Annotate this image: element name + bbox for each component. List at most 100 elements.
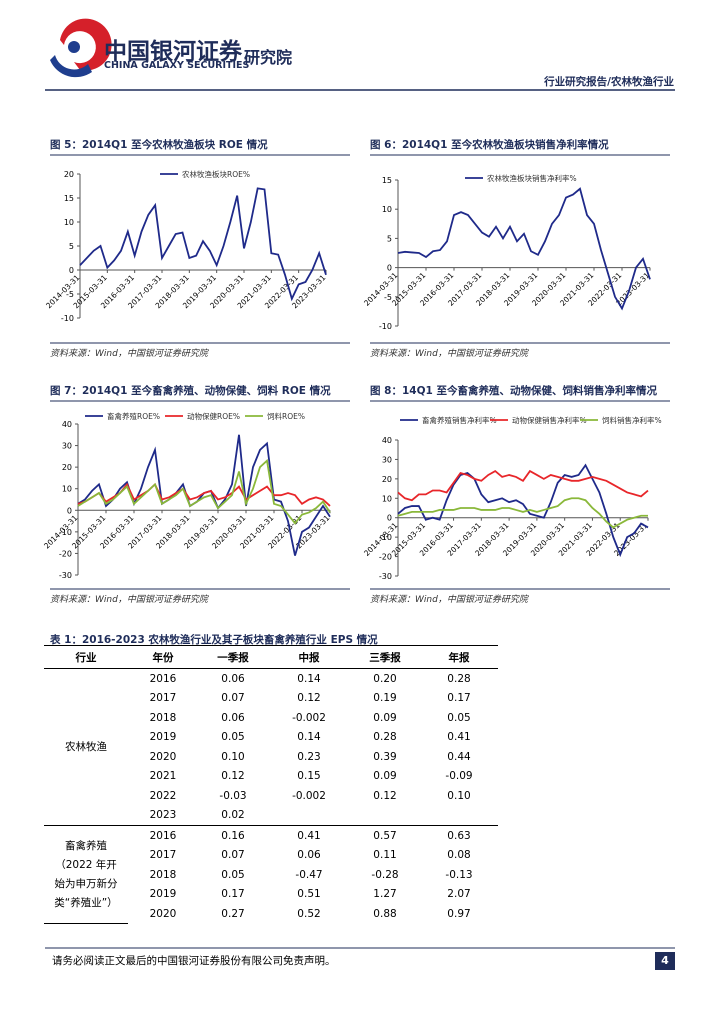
legend-label: 动物保健销售净利率%	[512, 415, 587, 425]
table-cell: 1.27	[373, 888, 397, 901]
y-tick-label: 10	[382, 205, 392, 214]
column-header: 中报	[268, 645, 350, 669]
table-cell: 0.05	[221, 868, 245, 881]
series-line	[79, 187, 327, 302]
table-row: 2023 0.02	[44, 805, 498, 826]
series-line	[397, 469, 649, 502]
legend-label: 饲料ROE%	[267, 411, 305, 421]
column-header: 行业	[44, 645, 128, 669]
figure-title: 图 7：2014Q1 至今畜禽养殖、动物保健、饲料 ROE 情况	[50, 385, 331, 397]
table-cell: 0.28	[447, 672, 471, 685]
table-cell: 2016	[149, 829, 177, 842]
table-cell: 0.11	[373, 849, 397, 862]
table-cell: 2019	[149, 731, 177, 744]
y-tick-label: 0	[387, 264, 392, 273]
legend-label: 农林牧渔板块销售净利率%	[487, 173, 577, 183]
table-cell: 0.12	[297, 692, 321, 705]
y-tick-label: 5	[387, 234, 392, 243]
table-cell: 2020	[149, 750, 177, 763]
table-row: 2021 0.12 0.15 0.09 -0.09	[44, 767, 498, 787]
table-cell: 0.08	[447, 849, 471, 862]
table-cell: 0.57	[373, 829, 397, 842]
table-cell: 0.14	[297, 672, 321, 685]
y-tick-label: 10	[62, 485, 72, 494]
table-cell: 0.17	[447, 692, 471, 705]
y-tick-label: -20	[59, 549, 72, 558]
table-cell: 0.10	[221, 750, 245, 763]
table-cell: 0.41	[447, 731, 471, 744]
disclaimer: 请务必阅读正文最后的中国银河证券股份有限公司免责声明。	[52, 955, 336, 967]
table-cell: 0.63	[447, 829, 471, 842]
table-cell	[350, 805, 420, 826]
eps-table: 行业 年份 一季报 中报 三季报 年报 农林牧渔 2016 0.06 0.14 0.20 0.28 20…	[44, 645, 498, 924]
table-cell: -0.002	[292, 789, 326, 802]
y-tick-label: -10	[379, 322, 392, 331]
table-cell: 0.07	[221, 692, 245, 705]
y-tick-label: 15	[382, 176, 392, 185]
report-type: 行业研究报告/农林牧渔行业	[544, 76, 674, 88]
y-tick-label: -20	[379, 553, 392, 562]
table-row: 2020 0.27 0.52 0.88 0.97	[44, 904, 498, 924]
table-cell: 0.51	[297, 888, 321, 901]
logo	[50, 18, 112, 78]
y-tick-label: -10	[61, 314, 74, 323]
table-cell: 2020	[149, 907, 177, 920]
table-cell: 2017	[149, 692, 177, 705]
y-tick-label: 20	[62, 463, 72, 472]
table-cell: 0.39	[373, 750, 397, 763]
institute: 研究院	[244, 48, 293, 67]
table-cell: -0.03	[219, 789, 247, 802]
y-tick-label: 0	[387, 514, 392, 523]
table-cell: 2.07	[447, 888, 471, 901]
figure-title: 图 6：2014Q1 至今农林牧渔板块销售净利率情况	[370, 139, 609, 151]
table-cell: 0.12	[221, 770, 245, 783]
table-cell: 2018	[149, 868, 177, 881]
column-header: 年报	[420, 645, 498, 669]
table-cell: 0.41	[297, 829, 321, 842]
table-cell: 0.97	[447, 907, 471, 920]
header-row: 行业 年份 一季报 中报 三季报 年报	[44, 645, 498, 669]
table-cell: -0.47	[295, 868, 323, 881]
y-tick-label: 0	[69, 266, 74, 275]
table-cell	[268, 805, 350, 826]
table-cell: 0.06	[221, 711, 245, 724]
y-tick-label: 30	[62, 442, 72, 451]
figure-source: 资料来源：Wind，中国银河证券研究院	[370, 349, 528, 359]
figure-source: 资料来源：Wind，中国银河证券研究院	[50, 349, 208, 359]
table-row: 2017 0.07 0.06 0.11 0.08	[44, 846, 498, 866]
legend-label: 畜禽养殖ROE%	[107, 411, 160, 421]
table-cell: 0.27	[221, 907, 245, 920]
series-line	[397, 463, 649, 558]
table-cell: 2017	[149, 849, 177, 862]
y-tick-label: 20	[382, 475, 392, 484]
table-row: 2018 0.06 -0.002 0.09 0.05	[44, 708, 498, 728]
table-cell: -0.13	[445, 868, 473, 881]
table-row: 2020 0.10 0.23 0.39 0.44	[44, 747, 498, 767]
table-cell: 0.12	[373, 789, 397, 802]
series-line	[397, 187, 651, 311]
table-cell: -0.28	[371, 868, 399, 881]
y-tick-label: -30	[59, 571, 72, 580]
y-tick-label: 40	[62, 420, 72, 429]
table-cell: 0.05	[221, 731, 245, 744]
series-line	[397, 497, 648, 529]
y-tick-label: 5	[69, 242, 74, 251]
table-cell: 0.28	[373, 731, 397, 744]
table-cell: 2018	[149, 711, 177, 724]
figure-title: 图 5：2014Q1 至今农林牧渔板块 ROE 情况	[50, 139, 268, 151]
table-cell: 0.20	[373, 672, 397, 685]
y-tick-label: 30	[382, 455, 392, 464]
legend-label: 动物保健ROE%	[187, 411, 240, 421]
table-cell: 0.07	[221, 849, 245, 862]
y-tick-label: -10	[59, 528, 72, 537]
table-cell: 0.05	[447, 711, 471, 724]
y-tick-label: 40	[382, 436, 392, 445]
table-cell: 2022	[149, 789, 177, 802]
table-cell: 0.19	[373, 692, 397, 705]
y-tick-label: 10	[64, 218, 74, 227]
table-cell: 0.52	[297, 907, 321, 920]
column-header: 一季报	[198, 645, 268, 669]
legend-label: 农林牧渔板块ROE%	[182, 169, 250, 179]
